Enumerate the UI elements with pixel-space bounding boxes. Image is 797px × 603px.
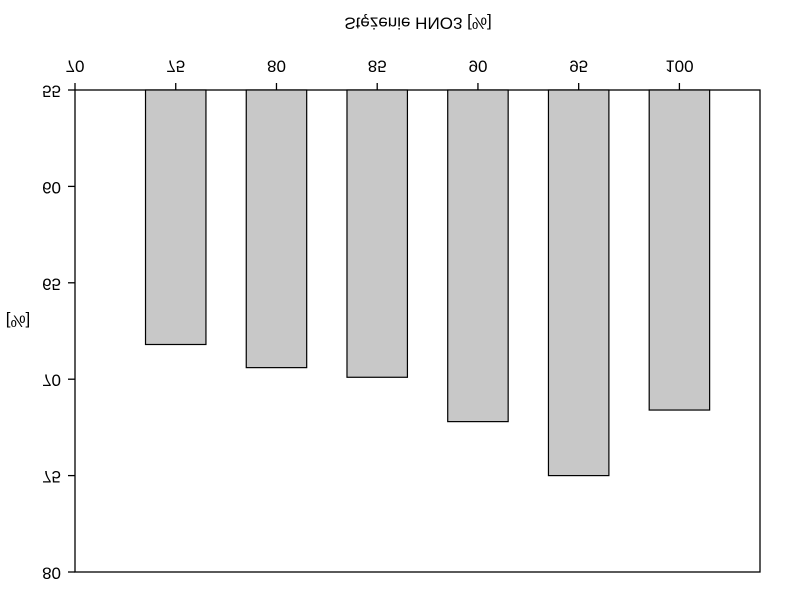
bar: [648, 89, 711, 411]
x-tick-label: 80: [267, 57, 286, 76]
x-tick-label: 70: [66, 57, 85, 76]
bar: [547, 89, 610, 477]
bar: [346, 89, 409, 378]
y-tick-label: 75: [42, 467, 61, 486]
bar: [245, 89, 308, 369]
x-tick-label: 85: [368, 57, 387, 76]
y-tick-label: 80: [42, 564, 61, 583]
y-tick-label: 65: [42, 274, 61, 293]
x-tick-label: 90: [468, 57, 487, 76]
y-tick-label: 60: [42, 178, 61, 197]
x-tick-label: 95: [569, 57, 588, 76]
chart-title: Stężenie HNO3 [%]: [344, 14, 491, 33]
bar: [447, 89, 509, 423]
bar: [144, 89, 207, 346]
x-tick-label: 100: [665, 57, 693, 76]
y-axis-label: [%]: [6, 312, 31, 331]
y-tick-label: 70: [42, 371, 61, 390]
y-tick-label: 55: [42, 82, 61, 101]
plot-frame: [74, 89, 761, 573]
x-tick-label: 75: [166, 57, 185, 76]
